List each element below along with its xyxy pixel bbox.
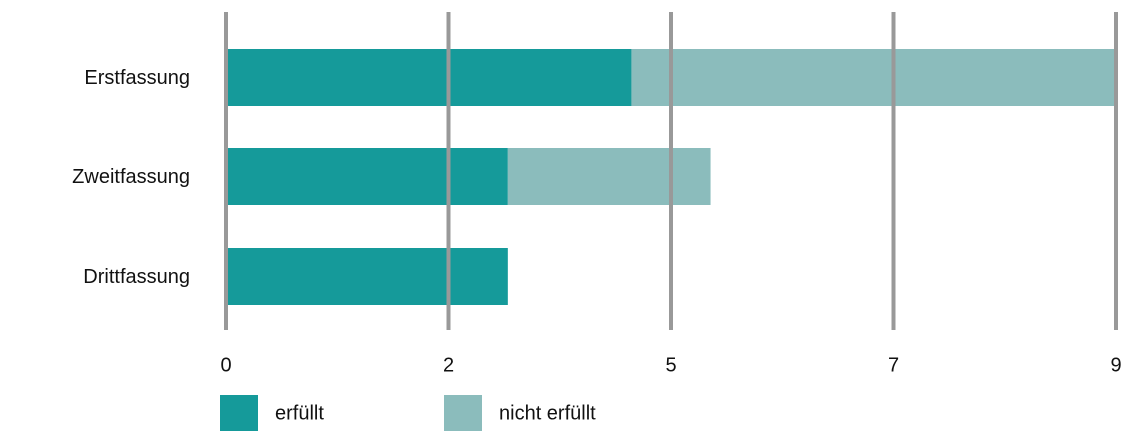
x-tick-label: 9 — [1110, 354, 1121, 376]
category-label: Erstfassung — [84, 67, 190, 89]
legend-label: erfüllt — [275, 402, 324, 424]
bar-segment — [631, 49, 1116, 106]
legend-swatch — [220, 395, 258, 431]
bar-segment — [226, 248, 508, 305]
category-label: Drittfassung — [83, 266, 190, 288]
bar-segment — [507, 148, 711, 205]
category-label: Zweitfassung — [72, 166, 190, 188]
bar-segment — [226, 49, 632, 106]
x-tick-label: 2 — [443, 354, 454, 376]
legend-swatch — [444, 395, 482, 431]
x-tick-label: 5 — [665, 354, 676, 376]
legend-label: nicht erfüllt — [499, 402, 596, 424]
bar-segment — [226, 148, 508, 205]
x-tick-label: 0 — [220, 354, 231, 376]
x-tick-label: 7 — [888, 354, 899, 376]
